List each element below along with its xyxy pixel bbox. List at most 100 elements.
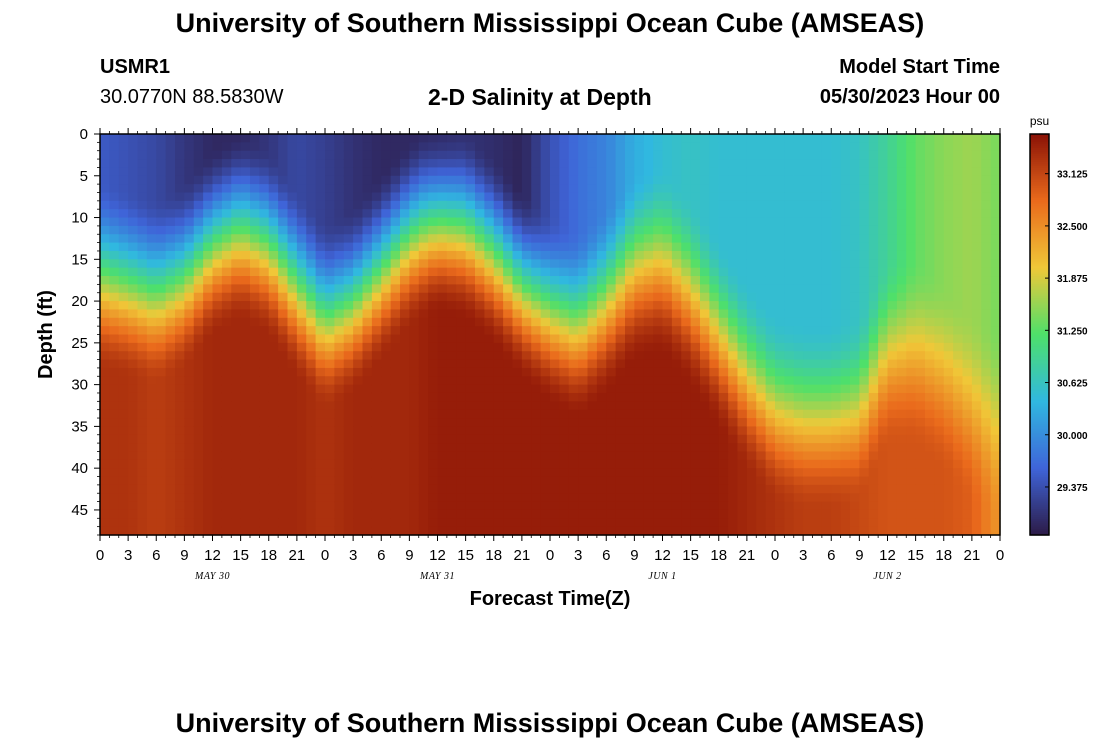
heatmap-cell — [596, 451, 607, 461]
heatmap-cell — [821, 150, 832, 160]
heatmap-cell — [971, 367, 982, 377]
heatmap-cell — [193, 167, 204, 177]
heatmap-cell — [746, 184, 757, 194]
heatmap-cell — [756, 184, 767, 194]
heatmap-cell — [990, 526, 1001, 536]
heatmap-cell — [784, 159, 795, 169]
heatmap-cell — [700, 434, 710, 444]
heatmap-cell — [568, 526, 579, 536]
heatmap-cell — [325, 134, 335, 143]
heatmap-cell — [212, 476, 223, 486]
heatmap-cell — [128, 175, 139, 185]
heatmap-cell — [990, 317, 1001, 327]
heatmap-cell — [456, 426, 467, 436]
heatmap-cell — [212, 284, 223, 294]
heatmap-cell — [925, 167, 935, 177]
heatmap-cell — [821, 209, 832, 219]
heatmap-cell — [643, 159, 654, 169]
heatmap-cell — [840, 200, 851, 210]
heatmap-cell — [156, 367, 167, 377]
heatmap-cell — [137, 459, 148, 469]
heatmap-cell — [737, 418, 748, 427]
heatmap-cell — [193, 276, 204, 285]
heatmap-cell — [681, 175, 692, 185]
heatmap-cell — [962, 501, 973, 511]
heatmap-cell — [765, 192, 776, 202]
heatmap-cell — [596, 217, 607, 227]
heatmap-cell — [625, 142, 635, 152]
heatmap-cell — [775, 192, 785, 202]
heatmap-cell — [896, 501, 907, 511]
heatmap-cell — [418, 468, 429, 478]
heatmap-cell — [418, 342, 429, 352]
heatmap-cell — [193, 334, 204, 344]
heatmap-cell — [653, 309, 664, 319]
heatmap-cell — [550, 342, 560, 352]
heatmap-cell — [906, 418, 917, 427]
heatmap-cell — [109, 309, 120, 319]
heatmap-cell — [784, 184, 795, 194]
heatmap-cell — [821, 326, 832, 336]
heatmap-cell — [887, 267, 898, 277]
heatmap-cell — [493, 209, 504, 219]
heatmap-cell — [259, 284, 270, 294]
heatmap-cell — [231, 159, 242, 169]
heatmap-cell — [971, 409, 982, 419]
heatmap-cell — [221, 434, 232, 444]
heatmap-cell — [475, 434, 485, 444]
heatmap-cell — [596, 309, 607, 319]
heatmap-cell — [925, 334, 935, 344]
heatmap-cell — [681, 167, 692, 177]
y-tick-label: 40 — [71, 460, 88, 477]
heatmap-cell — [146, 526, 157, 536]
heatmap-cell — [587, 334, 598, 344]
heatmap-cell — [915, 384, 926, 394]
heatmap-cell — [184, 242, 195, 252]
heatmap-cell — [259, 468, 270, 478]
heatmap-cell — [700, 426, 710, 436]
heatmap-cell — [240, 384, 251, 394]
heatmap-cell — [681, 468, 692, 478]
colorbar-segment — [1030, 276, 1049, 279]
heatmap-cell — [643, 284, 654, 294]
heatmap-cell — [240, 409, 251, 419]
heatmap-cell — [156, 242, 167, 252]
heatmap-cell — [625, 326, 635, 336]
heatmap-cell — [296, 484, 307, 494]
heatmap-cell — [943, 392, 954, 402]
heatmap-cell — [850, 217, 860, 227]
heatmap-cell — [165, 509, 176, 519]
heatmap-cell — [625, 292, 635, 302]
heatmap-cell — [165, 250, 176, 260]
heatmap-cell — [803, 359, 814, 369]
heatmap-cell — [550, 509, 560, 519]
heatmap-cell — [821, 401, 832, 411]
heatmap-cell — [521, 434, 532, 444]
heatmap-cell — [831, 334, 842, 344]
heatmap-cell — [156, 192, 167, 202]
heatmap-cell — [371, 250, 382, 260]
heatmap-cell — [737, 259, 748, 269]
heatmap-cell — [446, 367, 457, 377]
heatmap-cell — [278, 184, 289, 194]
heatmap-cell — [568, 367, 579, 377]
heatmap-cell — [709, 418, 720, 427]
heatmap-cell — [165, 459, 176, 469]
heatmap-cell — [840, 418, 851, 427]
heatmap-cell — [915, 309, 926, 319]
heatmap-cell — [728, 159, 739, 169]
heatmap-cell — [859, 334, 870, 344]
heatmap-cell — [503, 301, 514, 311]
heatmap-cell — [428, 292, 439, 302]
colorbar-segment — [1030, 166, 1049, 169]
heatmap-cell — [550, 175, 560, 185]
heatmap-cell — [287, 217, 298, 227]
heatmap-cell — [878, 509, 889, 519]
heatmap-cell — [756, 493, 767, 503]
heatmap-cell — [934, 518, 945, 528]
heatmap-cell — [287, 242, 298, 252]
heatmap-cell — [409, 209, 420, 219]
heatmap-cell — [109, 367, 120, 377]
colorbar-segment — [1030, 242, 1049, 245]
heatmap-cell — [118, 150, 129, 160]
